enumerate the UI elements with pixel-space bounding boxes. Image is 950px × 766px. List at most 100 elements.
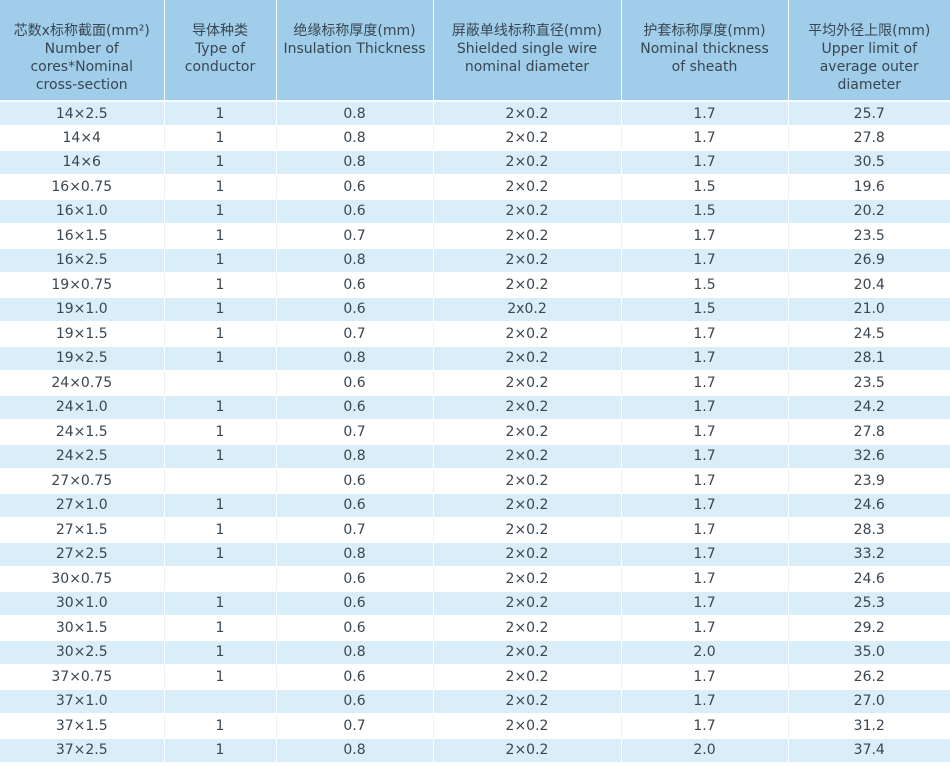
cell-shield-wire-diameter: 2×0.2 <box>433 395 622 420</box>
cell-sheath-thickness: 1.7 <box>621 150 789 175</box>
cell-shield-wire-diameter: 2×0.2 <box>433 419 622 445</box>
table-row: 30×1.0 1 0.6 2×0.2 1.7 25.3 <box>0 591 950 616</box>
cell-sheath-thickness: 1.5 <box>621 272 789 298</box>
cell-shield-wire-diameter: 2×0.2 <box>433 640 622 665</box>
cell-insulation-thickness: 0.6 <box>276 689 434 714</box>
cell-cores-cross-section: 27×1.5 <box>0 517 165 543</box>
cell-shield-wire-diameter: 2×0.2 <box>433 566 622 592</box>
table-row: 16×1.0 1 0.6 2×0.2 1.5 20.2 <box>0 199 950 224</box>
cell-sheath-thickness: 1.7 <box>621 689 789 714</box>
table-row: 24×1.5 1 0.7 2×0.2 1.7 27.8 <box>0 419 950 445</box>
cell-outer-diameter-limit: 21.0 <box>788 297 950 322</box>
cell-insulation-thickness: 0.7 <box>276 713 434 739</box>
cell-sheath-thickness: 1.7 <box>621 370 789 396</box>
table-row: 37×1.5 1 0.7 2×0.2 1.7 31.2 <box>0 713 950 739</box>
cell-insulation-thickness: 0.8 <box>276 150 434 175</box>
cell-shield-wire-diameter: 2×0.2 <box>433 346 622 371</box>
table-row: 24×2.5 1 0.8 2×0.2 1.7 32.6 <box>0 444 950 469</box>
table-row: 19×1.5 1 0.7 2×0.2 1.7 24.5 <box>0 321 950 347</box>
cell-cores-cross-section: 24×0.75 <box>0 370 165 396</box>
table-row: 16×0.75 1 0.6 2×0.2 1.5 19.6 <box>0 174 950 200</box>
cell-sheath-thickness: 1.7 <box>621 419 789 445</box>
cell-outer-diameter-limit: 25.7 <box>788 101 950 126</box>
header-line: 屏蔽单线标称直径(mm) <box>451 23 603 39</box>
cell-sheath-thickness: 1.7 <box>621 713 789 739</box>
cell-outer-diameter-limit: 24.6 <box>788 493 950 518</box>
cell-cores-cross-section: 16×2.5 <box>0 248 165 273</box>
cell-sheath-thickness: 1.7 <box>621 517 789 543</box>
cell-outer-diameter-limit: 24.2 <box>788 395 950 420</box>
cell-cores-cross-section: 37×2.5 <box>0 738 165 763</box>
cell-conductor-type: 1 <box>164 664 277 690</box>
cell-conductor-type: 1 <box>164 199 277 224</box>
cell-shield-wire-diameter: 2×0.2 <box>433 444 622 469</box>
header-row: 芯数x标称截面(mm²) Number of cores*Nominal cross-… <box>0 0 950 102</box>
cell-conductor-type: 1 <box>164 615 277 641</box>
cell-insulation-thickness: 0.7 <box>276 321 434 347</box>
cell-shield-wire-diameter: 2×0.2 <box>433 664 622 690</box>
cell-shield-wire-diameter: 2×0.2 <box>433 101 622 126</box>
cell-sheath-thickness: 1.5 <box>621 174 789 200</box>
cell-shield-wire-diameter: 2x0.2 <box>433 297 622 322</box>
header-line: conductor <box>184 59 256 75</box>
cell-outer-diameter-limit: 25.3 <box>788 591 950 616</box>
cell-outer-diameter-limit: 20.2 <box>788 199 950 224</box>
table-row: 30×2.5 1 0.8 2×0.2 2.0 35.0 <box>0 640 950 665</box>
cell-insulation-thickness: 0.8 <box>276 346 434 371</box>
cell-conductor-type: 1 <box>164 517 277 543</box>
cell-sheath-thickness: 1.7 <box>621 125 789 151</box>
table-row: 16×1.5 1 0.7 2×0.2 1.7 23.5 <box>0 223 950 249</box>
header-outer-diameter-limit: 平均外径上限(mm) Upper limit of average outer dia… <box>788 0 950 102</box>
table-row: 24×0.75 0.6 2×0.2 1.7 23.5 <box>0 370 950 396</box>
cell-shield-wire-diameter: 2×0.2 <box>433 321 622 347</box>
cell-conductor-type: 1 <box>164 248 277 273</box>
cell-sheath-thickness: 1.7 <box>621 223 789 249</box>
cell-insulation-thickness: 0.6 <box>276 395 434 420</box>
header-line: 绝缘标称厚度(mm) <box>293 23 416 39</box>
cell-shield-wire-diameter: 2×0.2 <box>433 615 622 641</box>
cell-shield-wire-diameter: 2×0.2 <box>433 517 622 543</box>
table-header: 芯数x标称截面(mm²) Number of cores*Nominal cross-… <box>0 0 950 102</box>
cell-conductor-type: 1 <box>164 223 277 249</box>
cell-outer-diameter-limit: 24.6 <box>788 566 950 592</box>
cell-shield-wire-diameter: 2×0.2 <box>433 223 622 249</box>
cell-conductor-type: 1 <box>164 542 277 567</box>
cell-cores-cross-section: 19×1.0 <box>0 297 165 322</box>
cell-insulation-thickness: 0.8 <box>276 125 434 151</box>
cell-conductor-type: 1 <box>164 346 277 371</box>
cell-outer-diameter-limit: 26.2 <box>788 664 950 690</box>
table-row: 37×0.75 1 0.6 2×0.2 1.7 26.2 <box>0 664 950 690</box>
cell-shield-wire-diameter: 2×0.2 <box>433 468 622 494</box>
cell-cores-cross-section: 19×0.75 <box>0 272 165 298</box>
cell-conductor-type: 1 <box>164 640 277 665</box>
cell-sheath-thickness: 1.5 <box>621 199 789 224</box>
cell-outer-diameter-limit: 23.9 <box>788 468 950 494</box>
cell-insulation-thickness: 0.6 <box>276 297 434 322</box>
cell-cores-cross-section: 30×0.75 <box>0 566 165 592</box>
cell-insulation-thickness: 0.8 <box>276 542 434 567</box>
cell-insulation-thickness: 0.6 <box>276 468 434 494</box>
cell-cores-cross-section: 14×2.5 <box>0 101 165 126</box>
cell-cores-cross-section: 30×2.5 <box>0 640 165 665</box>
cell-outer-diameter-limit: 23.5 <box>788 370 950 396</box>
table-row: 19×2.5 1 0.8 2×0.2 1.7 28.1 <box>0 346 950 371</box>
cell-cores-cross-section: 19×1.5 <box>0 321 165 347</box>
cell-shield-wire-diameter: 2×0.2 <box>433 272 622 298</box>
cell-outer-diameter-limit: 30.5 <box>788 150 950 175</box>
cell-sheath-thickness: 1.7 <box>621 321 789 347</box>
header-line: diameter <box>837 77 901 93</box>
cell-cores-cross-section: 27×0.75 <box>0 468 165 494</box>
cell-conductor-type: 1 <box>164 493 277 518</box>
cell-shield-wire-diameter: 2×0.2 <box>433 713 622 739</box>
cell-cores-cross-section: 37×1.5 <box>0 713 165 739</box>
cell-conductor-type: 1 <box>164 174 277 200</box>
header-line: of sheath <box>671 59 738 75</box>
cell-sheath-thickness: 1.7 <box>621 493 789 518</box>
cell-sheath-thickness: 1.7 <box>621 615 789 641</box>
cell-insulation-thickness: 0.6 <box>276 566 434 592</box>
cell-conductor-type: 1 <box>164 297 277 322</box>
header-line: cross-section <box>35 77 128 93</box>
cell-conductor-type <box>164 689 277 714</box>
cell-insulation-thickness: 0.6 <box>276 493 434 518</box>
header-shield-wire-diameter: 屏蔽单线标称直径(mm) Shielded single wire nominal … <box>433 0 622 102</box>
